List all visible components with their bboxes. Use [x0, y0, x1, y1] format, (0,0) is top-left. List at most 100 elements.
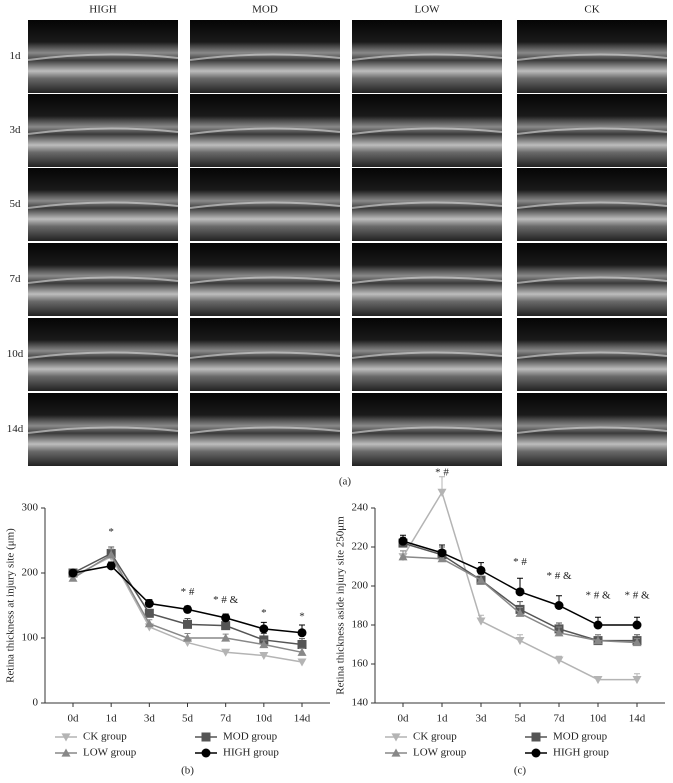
oct-layer: [351, 53, 503, 61]
oct-layer: [27, 201, 179, 209]
marker: [297, 647, 307, 656]
marker: [259, 651, 269, 661]
panel-caption: (a): [339, 476, 352, 488]
marker: [593, 676, 603, 685]
x-tick-label: 14d: [629, 713, 646, 725]
marker: [106, 550, 116, 559]
marker: [398, 536, 408, 546]
significance-label: * # &: [213, 594, 239, 606]
marker: [437, 554, 447, 563]
oct-layer: [189, 201, 341, 209]
column-label: CK: [584, 4, 599, 16]
oct-layer: [351, 351, 503, 359]
oct-layer: [516, 201, 668, 209]
marker: [221, 621, 231, 631]
marker: [554, 656, 564, 665]
significance-label: * #: [435, 466, 449, 478]
y-axis-label: Retina thickness at injury site (μm): [5, 528, 17, 683]
legend-label: CK group: [83, 731, 127, 743]
row-label: 5d: [10, 198, 22, 210]
oct-layer: [27, 276, 179, 284]
y-axis-label: Retina thickness aside injury site 250μm: [335, 516, 347, 695]
x-tick-label: 1d: [106, 713, 118, 725]
marker: [297, 628, 307, 638]
legend-label: LOW group: [83, 747, 137, 759]
significance-label: *: [108, 526, 114, 538]
oct-layer: [27, 127, 179, 135]
marker: [391, 733, 401, 742]
marker: [259, 640, 269, 649]
oct-layer: [27, 426, 179, 434]
x-tick-label: 10d: [590, 713, 607, 725]
oct-layer: [516, 127, 668, 135]
x-tick-label: 3d: [476, 713, 488, 725]
marker: [68, 568, 78, 578]
marker: [554, 628, 564, 637]
significance-label: * # &: [624, 589, 650, 601]
marker: [201, 748, 211, 758]
marker: [297, 640, 307, 649]
legend-label: LOW group: [413, 747, 467, 759]
y-tick-label: 160: [352, 658, 369, 670]
marker: [476, 565, 486, 575]
marker: [515, 637, 525, 646]
x-tick-label: 0d: [398, 713, 410, 725]
marker: [515, 587, 525, 597]
y-tick-label: 300: [22, 502, 39, 514]
oct-layer: [516, 351, 668, 359]
y-tick-label: 180: [352, 619, 369, 631]
row-label: 7d: [10, 273, 22, 285]
y-tick-label: 140: [352, 697, 369, 709]
marker: [391, 748, 401, 757]
significance-label: * # &: [585, 589, 611, 601]
y-tick-label: 100: [22, 632, 39, 644]
marker: [515, 608, 525, 617]
oct-layer: [351, 426, 503, 434]
y-tick-label: 200: [22, 567, 39, 579]
marker: [106, 561, 116, 571]
row-label: 1d: [10, 50, 22, 62]
x-tick-label: 5d: [182, 713, 194, 725]
marker: [144, 608, 154, 618]
x-tick-label: 1d: [437, 713, 449, 725]
x-tick-label: 14d: [294, 713, 311, 725]
marker: [554, 601, 564, 610]
y-tick-label: 0: [33, 697, 39, 709]
significance-label: * # &: [546, 570, 572, 582]
marker: [531, 748, 541, 758]
x-tick-label: 7d: [220, 713, 232, 725]
oct-layer: [27, 53, 179, 61]
marker: [68, 573, 78, 582]
marker: [632, 638, 642, 647]
marker: [297, 658, 307, 667]
significance-label: * #: [513, 556, 527, 568]
oct-layer: [351, 127, 503, 135]
marker: [593, 620, 603, 630]
marker: [437, 548, 447, 558]
legend-label: HIGH group: [553, 747, 609, 759]
marker: [531, 732, 541, 742]
oct-layer: [516, 276, 668, 284]
marker: [437, 488, 447, 497]
panel-caption: (c): [514, 765, 527, 777]
panel-caption: (b): [181, 765, 194, 777]
marker: [398, 552, 408, 561]
oct-layer: [189, 53, 341, 61]
legend-label: HIGH group: [223, 747, 279, 759]
marker: [476, 575, 486, 584]
oct-layer: [351, 201, 503, 209]
oct-layer: [189, 426, 341, 434]
marker: [61, 733, 71, 742]
legend-label: MOD group: [553, 731, 608, 743]
marker: [632, 676, 642, 685]
significance-label: * #: [181, 586, 195, 598]
column-label: MOD: [252, 4, 278, 16]
significance-label: *: [261, 607, 267, 619]
row-label: 10d: [7, 348, 24, 360]
oct-layer: [189, 351, 341, 359]
oct-layer: [516, 426, 668, 434]
x-tick-label: 10d: [256, 713, 273, 725]
marker: [632, 620, 642, 630]
marker: [476, 617, 486, 626]
